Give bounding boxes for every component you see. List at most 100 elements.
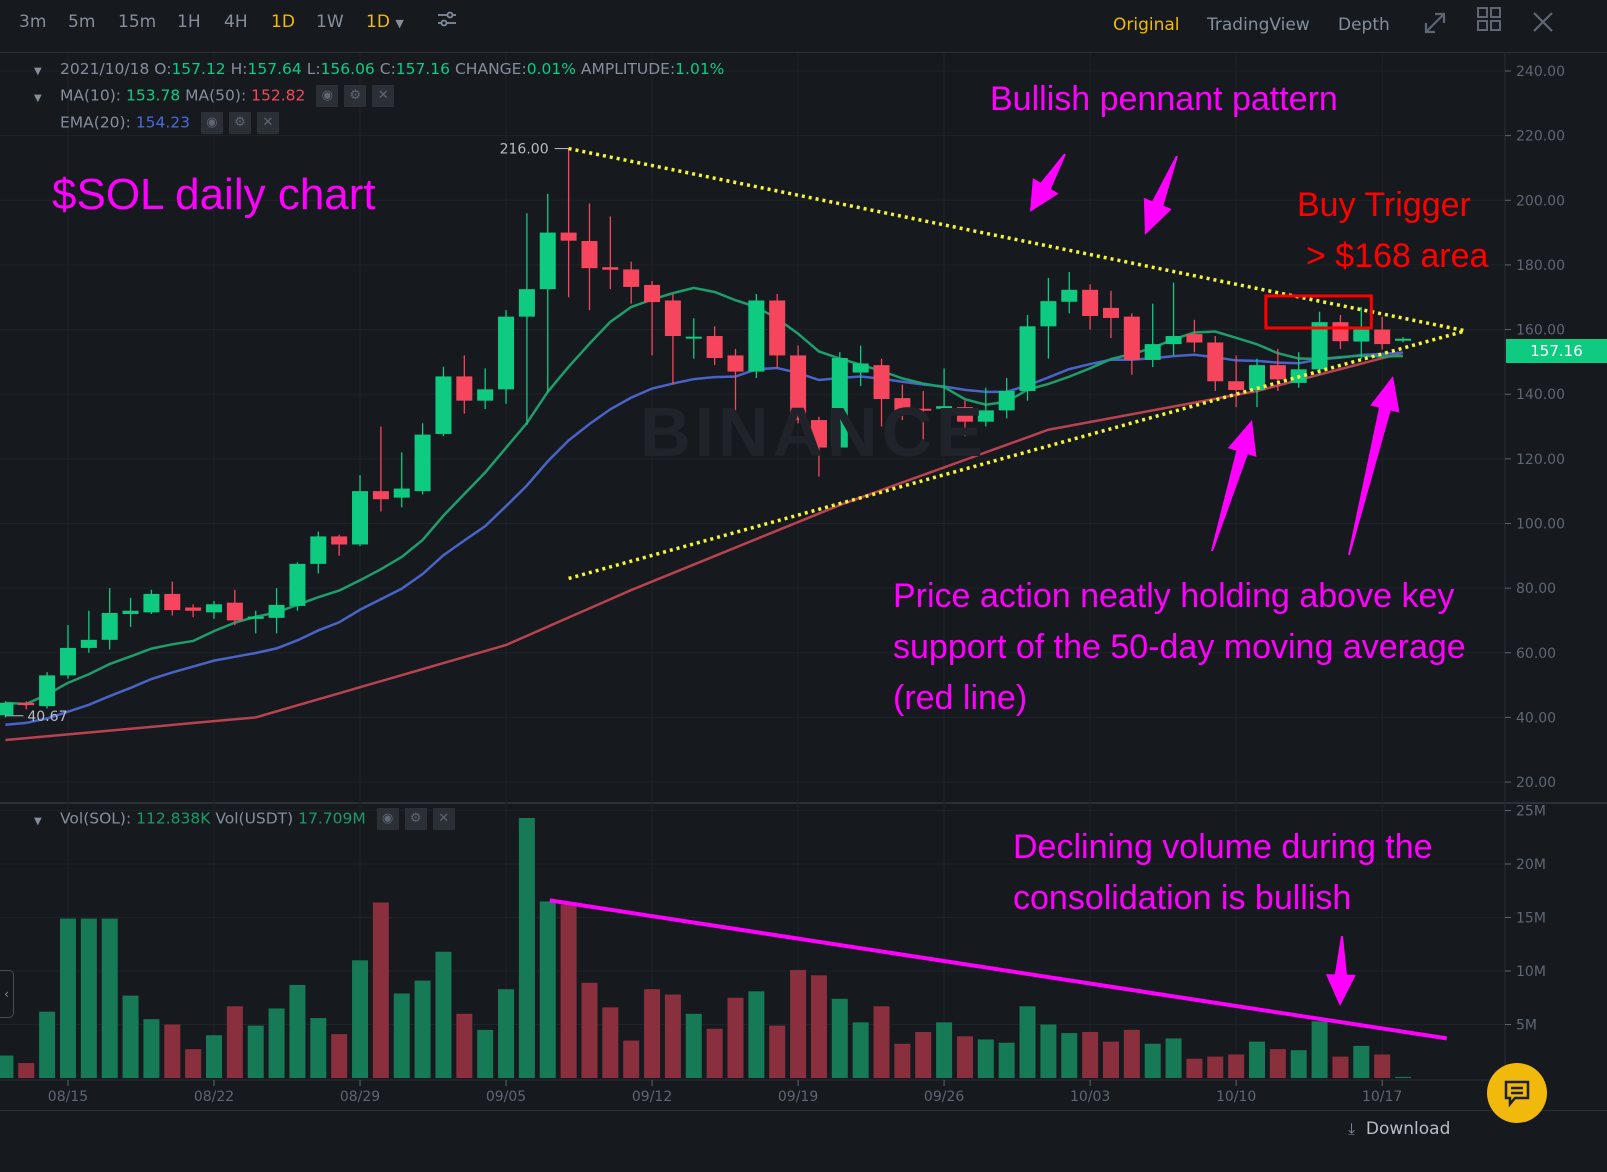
volume-bar (1165, 1038, 1182, 1078)
volume-bar (1374, 1054, 1391, 1078)
close-icon[interactable]: ✕ (256, 112, 279, 134)
volume-bar (769, 1025, 786, 1078)
view-original-tab[interactable]: Original (1113, 15, 1180, 35)
candle-body (0, 702, 14, 716)
support-arrow-icon (1348, 376, 1400, 556)
top-toolbar: 3m 5m 15m 1H 4H 1D 1W 1D ▼ Original Trad… (0, 0, 1607, 53)
current-price-tag: 157.16 (1506, 339, 1607, 363)
settings-sliders-icon[interactable] (432, 8, 462, 38)
interval-1w[interactable]: 1W (316, 12, 344, 32)
candle-body (289, 563, 306, 606)
low-value: 156.06 (320, 60, 375, 78)
candle (18, 701, 35, 710)
collapse-caret-icon[interactable]: ▼ (34, 66, 42, 77)
interval-dropdown-label: 1D (366, 12, 390, 32)
ma50-label: MA(50): (185, 86, 247, 105)
volume-bar (873, 1006, 890, 1078)
vol-usdt-value: 17.709M (298, 809, 366, 828)
chevron-left-icon: ‹ (4, 987, 9, 1001)
volume-bar (685, 1013, 702, 1078)
chat-support-button[interactable] (1487, 1063, 1547, 1123)
candle-body (956, 407, 973, 422)
interval-1h[interactable]: 1H (177, 12, 201, 32)
change-label: CHANGE: (454, 60, 527, 78)
volume-bar (80, 918, 97, 1078)
volume-bar (372, 902, 389, 1078)
volume-tick-label: 15M (1516, 911, 1546, 927)
interval-1d[interactable]: 1D (271, 12, 295, 32)
candle-body (915, 408, 932, 411)
candle (122, 597, 139, 627)
expand-icon[interactable] (1420, 10, 1450, 40)
candle-body (685, 336, 702, 339)
close-icon[interactable]: ✕ (432, 808, 455, 830)
candle-body (1019, 326, 1036, 391)
volume-legend: Vol(SOL): 112.838K Vol(USDT) 17.709M ◉ ⚙ ✕ (60, 808, 455, 830)
sidebar-toggle-handle[interactable]: ‹ (0, 970, 14, 1018)
candle-body (477, 389, 494, 401)
collapse-caret-icon[interactable]: ▼ (34, 93, 42, 104)
download-button[interactable]: ⤓ Download (1348, 1119, 1450, 1139)
candle-body (894, 398, 911, 411)
candle (1144, 303, 1161, 368)
volume-bar (1040, 1024, 1057, 1078)
volume-bar (602, 1007, 619, 1078)
candle (852, 345, 869, 387)
volume-bar (1311, 1021, 1328, 1078)
time-tick-label: 09/26 (924, 1089, 964, 1105)
view-tradingview-tab[interactable]: TradingView (1207, 15, 1310, 35)
gear-icon[interactable]: ⚙ (344, 85, 367, 107)
candle (101, 588, 118, 650)
interval-3m[interactable]: 3m (19, 12, 47, 32)
collapse-caret-icon[interactable]: ▼ (34, 816, 42, 827)
interval-dropdown[interactable]: 1D ▼ (366, 12, 404, 32)
price-tick-label: 80.00 (1516, 581, 1556, 597)
vol-sol-value: 112.838K (136, 809, 211, 828)
candle-body (1102, 307, 1119, 318)
volume-tick-label: 25M (1516, 804, 1546, 820)
volume-bar (477, 1029, 494, 1078)
candle-body (790, 355, 807, 421)
eye-icon[interactable]: ◉ (200, 112, 223, 134)
candle-body (706, 336, 723, 359)
candle (226, 589, 243, 626)
interval-4h[interactable]: 4H (224, 12, 248, 32)
volume-bar (39, 1011, 56, 1078)
time-tick-label: 08/22 (194, 1089, 234, 1105)
close-icon[interactable] (1528, 10, 1558, 40)
volume-bar (977, 1039, 994, 1078)
candle-body (39, 675, 56, 707)
view-depth-tab[interactable]: Depth (1338, 15, 1390, 35)
volume-bar (1395, 1076, 1412, 1078)
interval-5m[interactable]: 5m (68, 12, 96, 32)
price-tick-label: 140.00 (1516, 387, 1565, 403)
time-tick-label: 10/03 (1070, 1089, 1110, 1105)
price-tick-label: 100.00 (1516, 516, 1565, 532)
volume-bar (664, 994, 681, 1078)
volume-bar (1102, 1041, 1119, 1078)
eye-icon[interactable]: ◉ (376, 808, 399, 830)
interval-15m[interactable]: 15m (118, 12, 157, 32)
volume-bar (623, 1040, 640, 1078)
candle (498, 310, 515, 404)
volume-bar (581, 982, 598, 1078)
eye-icon[interactable]: ◉ (316, 85, 339, 107)
gear-icon[interactable]: ⚙ (228, 112, 251, 134)
gear-icon[interactable]: ⚙ (404, 808, 427, 830)
close-icon[interactable]: ✕ (372, 85, 395, 107)
legend-date: 2021/10/18 (60, 60, 150, 78)
volume-bar (956, 1036, 973, 1078)
annotation-support-line-3: (red line) (893, 679, 1028, 717)
grid-layout-icon[interactable] (1474, 6, 1504, 36)
volume-bar (289, 984, 306, 1078)
volume-bar (810, 975, 827, 1078)
candle-body (206, 604, 222, 613)
candle-body (1123, 316, 1140, 360)
candle-body (185, 607, 202, 611)
candle (790, 345, 807, 424)
candle (518, 213, 535, 425)
volume-bar (0, 1055, 14, 1078)
candle-body (998, 390, 1015, 411)
candle-body (268, 604, 285, 618)
